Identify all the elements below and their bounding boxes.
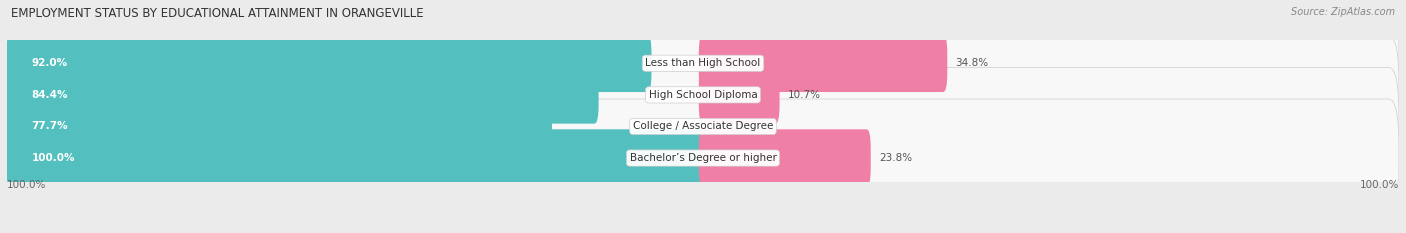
Text: 10.7%: 10.7%	[787, 90, 821, 100]
FancyBboxPatch shape	[7, 36, 1399, 154]
FancyBboxPatch shape	[699, 66, 779, 124]
Text: 0.0%: 0.0%	[731, 121, 756, 131]
FancyBboxPatch shape	[699, 129, 870, 187]
Text: 100.0%: 100.0%	[7, 180, 46, 189]
Text: 77.7%: 77.7%	[31, 121, 67, 131]
FancyBboxPatch shape	[7, 34, 651, 92]
Legend: In Labor Force, Unemployed: In Labor Force, Unemployed	[612, 232, 794, 233]
Text: 84.4%: 84.4%	[31, 90, 67, 100]
Text: EMPLOYMENT STATUS BY EDUCATIONAL ATTAINMENT IN ORANGEVILLE: EMPLOYMENT STATUS BY EDUCATIONAL ATTAINM…	[11, 7, 423, 20]
FancyBboxPatch shape	[700, 104, 720, 149]
Text: 92.0%: 92.0%	[31, 58, 67, 68]
Text: 23.8%: 23.8%	[879, 153, 912, 163]
Text: 34.8%: 34.8%	[956, 58, 988, 68]
FancyBboxPatch shape	[7, 66, 599, 124]
Text: Source: ZipAtlas.com: Source: ZipAtlas.com	[1291, 7, 1395, 17]
Text: College / Associate Degree: College / Associate Degree	[633, 121, 773, 131]
FancyBboxPatch shape	[7, 4, 1399, 122]
FancyBboxPatch shape	[7, 67, 1399, 185]
Text: 100.0%: 100.0%	[31, 153, 75, 163]
Text: High School Diploma: High School Diploma	[648, 90, 758, 100]
FancyBboxPatch shape	[7, 99, 1399, 217]
Text: Less than High School: Less than High School	[645, 58, 761, 68]
FancyBboxPatch shape	[699, 34, 948, 92]
Text: Bachelor’s Degree or higher: Bachelor’s Degree or higher	[630, 153, 776, 163]
Text: 100.0%: 100.0%	[1360, 180, 1399, 189]
FancyBboxPatch shape	[7, 98, 553, 155]
FancyBboxPatch shape	[7, 129, 707, 187]
